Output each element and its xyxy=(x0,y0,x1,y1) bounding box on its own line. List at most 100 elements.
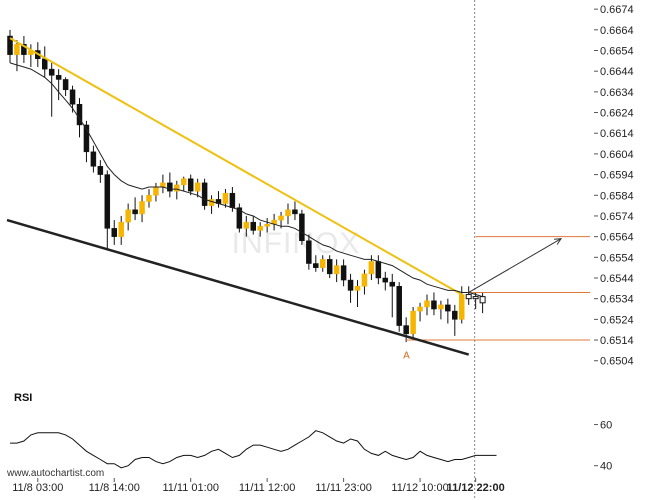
candle-body xyxy=(479,296,486,304)
candle xyxy=(320,255,326,272)
candle xyxy=(243,215,250,237)
candle xyxy=(111,220,117,245)
time-tick-label: 11/11 12:00 xyxy=(239,482,295,494)
candle xyxy=(326,255,333,278)
candle-body xyxy=(313,263,319,268)
candle xyxy=(174,180,180,200)
candle-body xyxy=(465,294,472,300)
price-tick-label: 0.6584 xyxy=(600,190,634,202)
candle xyxy=(153,182,159,202)
candle-body xyxy=(431,300,437,310)
candle xyxy=(424,294,430,316)
overlay-layer: A xyxy=(6,37,590,361)
candle xyxy=(340,259,347,287)
price-tick-label: 0.6674 xyxy=(600,4,634,16)
candle xyxy=(354,280,361,307)
watermark-layer: INFINOX xyxy=(232,227,361,260)
price-tick-label: 0.6634 xyxy=(600,87,634,99)
time-tick-label: 11/8 03:00 xyxy=(12,482,63,494)
candle-body xyxy=(14,44,20,55)
candle-body xyxy=(97,166,104,175)
candle-body xyxy=(201,182,208,206)
candle xyxy=(125,203,131,231)
moving-average-line xyxy=(9,62,483,298)
candle-body xyxy=(153,186,159,196)
candle xyxy=(445,298,451,324)
candle-body xyxy=(229,192,236,208)
candle-body xyxy=(104,174,111,229)
candle xyxy=(187,174,194,196)
rsi-line xyxy=(10,430,497,469)
candle xyxy=(403,317,409,343)
candle xyxy=(62,77,69,96)
price-tick-label: 0.6594 xyxy=(600,170,634,182)
candle xyxy=(257,222,263,237)
price-tick-label: 0.6644 xyxy=(600,66,634,78)
rsi-tick-label: 40 xyxy=(600,461,612,473)
candle-body xyxy=(452,310,458,320)
time-tick-label: 11/11 01:00 xyxy=(162,482,218,494)
candle xyxy=(139,195,145,223)
candle xyxy=(278,211,284,229)
time-tick-label: 11/8 14:00 xyxy=(89,482,140,494)
price-tick-label: 0.6564 xyxy=(600,232,634,244)
candle-body xyxy=(299,213,305,242)
candle-body xyxy=(326,259,333,275)
candle-body xyxy=(174,184,180,192)
candle xyxy=(201,178,208,210)
candle-body xyxy=(167,182,173,192)
candle xyxy=(7,29,13,63)
candle xyxy=(438,300,444,320)
time-tick-label: 11/11 23:00 xyxy=(315,482,371,494)
candle-body xyxy=(243,221,250,229)
candle xyxy=(181,176,187,192)
candle-body xyxy=(139,201,145,215)
upper-trendline xyxy=(9,37,463,296)
candle-body xyxy=(459,294,465,320)
candle xyxy=(21,36,27,63)
candle xyxy=(347,273,354,303)
candle xyxy=(28,44,34,68)
candle xyxy=(236,203,243,233)
candle-body xyxy=(69,89,76,105)
price-tick-label: 0.6624 xyxy=(600,108,634,120)
candle-body xyxy=(306,240,312,264)
candle-body xyxy=(340,265,347,281)
candle-body xyxy=(21,44,27,55)
candle-body xyxy=(257,226,263,231)
candle-body xyxy=(146,195,152,202)
price-tick-label: 0.6554 xyxy=(600,252,634,264)
candle-body xyxy=(118,221,124,237)
candle xyxy=(48,62,55,117)
candle xyxy=(83,120,90,163)
credit-text: www.autochartist.com xyxy=(6,468,104,479)
candle-body xyxy=(368,261,375,275)
candle xyxy=(313,255,319,272)
candle xyxy=(472,292,479,310)
candle xyxy=(208,195,215,214)
candle xyxy=(417,302,423,322)
candle-body xyxy=(410,310,416,335)
candle-body xyxy=(42,58,48,70)
candle-body xyxy=(194,182,201,192)
watermark: INFINOX xyxy=(232,227,361,260)
candle xyxy=(146,189,152,208)
price-tick-label: 0.6574 xyxy=(600,211,634,223)
price-tick-label: 0.6654 xyxy=(600,46,634,58)
candle xyxy=(333,259,340,283)
candle xyxy=(465,286,472,305)
candle-body xyxy=(125,209,131,223)
candle xyxy=(132,197,138,221)
price-axis: 0.6674 0.6664 0.6654 0.6644 0.6634 0.6624 0.66… xyxy=(594,4,634,368)
candle-body xyxy=(181,178,187,186)
candle xyxy=(222,189,229,208)
candle-body xyxy=(48,68,55,76)
time-axis: 11/8 03:00 11/8 14:00 11/11 01:00 11/11 12:… xyxy=(12,478,505,494)
candle xyxy=(90,145,97,173)
forecast-arrow-head xyxy=(554,238,563,245)
candle-body xyxy=(278,215,284,221)
price-tick-label: 0.6604 xyxy=(600,149,634,161)
rsi-title: RSI xyxy=(14,392,32,404)
candle-body xyxy=(285,209,291,217)
